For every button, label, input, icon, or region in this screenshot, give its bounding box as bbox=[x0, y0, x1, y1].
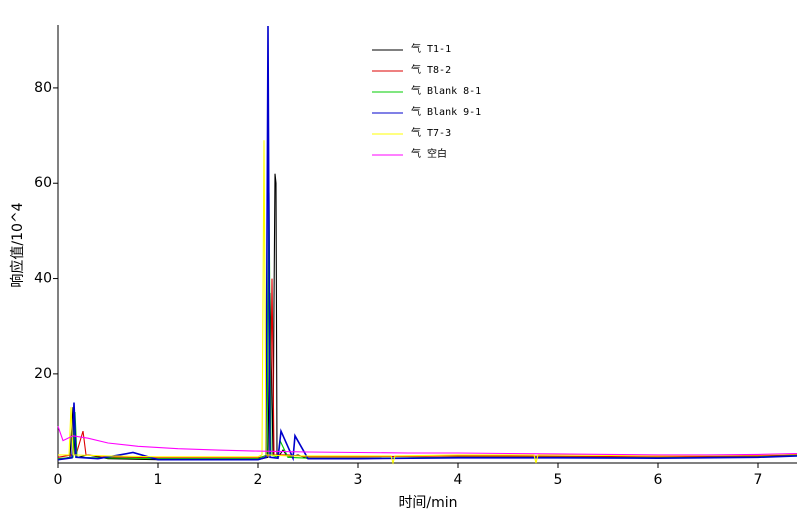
series-line bbox=[57, 426, 798, 456]
y-tick-label: 80 bbox=[34, 80, 52, 96]
legend-label: 气 空白 bbox=[411, 147, 447, 160]
series-line bbox=[57, 278, 798, 459]
y-tick-label: 40 bbox=[34, 271, 52, 287]
x-axis-label: 时间/min bbox=[398, 495, 457, 511]
x-tick-label: 7 bbox=[754, 472, 763, 488]
x-tick-label: 6 bbox=[654, 472, 663, 488]
series-line bbox=[57, 192, 798, 460]
legend-label: 气 T8-2 bbox=[411, 63, 451, 76]
series-line bbox=[57, 173, 798, 461]
series-line bbox=[57, 25, 798, 462]
x-tick-label: 2 bbox=[254, 472, 263, 488]
y-tick-label: 20 bbox=[34, 366, 52, 382]
y-axis-label: 响应值/10^4 bbox=[9, 202, 26, 287]
legend-label: 气 T1-1 bbox=[411, 42, 451, 55]
x-tick-label: 3 bbox=[354, 472, 363, 488]
x-tick-label: 5 bbox=[554, 472, 563, 488]
legend-label: 气 Blank 8-1 bbox=[411, 84, 481, 97]
legend-label: 气 T7-3 bbox=[411, 126, 451, 139]
y-tick-label: 60 bbox=[34, 175, 52, 191]
series-line bbox=[58, 140, 798, 466]
x-tick-label: 4 bbox=[454, 472, 463, 488]
legend-label: 气 Blank 9-1 bbox=[411, 105, 481, 118]
x-tick-label: 1 bbox=[154, 472, 163, 488]
x-tick-label: 0 bbox=[54, 472, 63, 488]
